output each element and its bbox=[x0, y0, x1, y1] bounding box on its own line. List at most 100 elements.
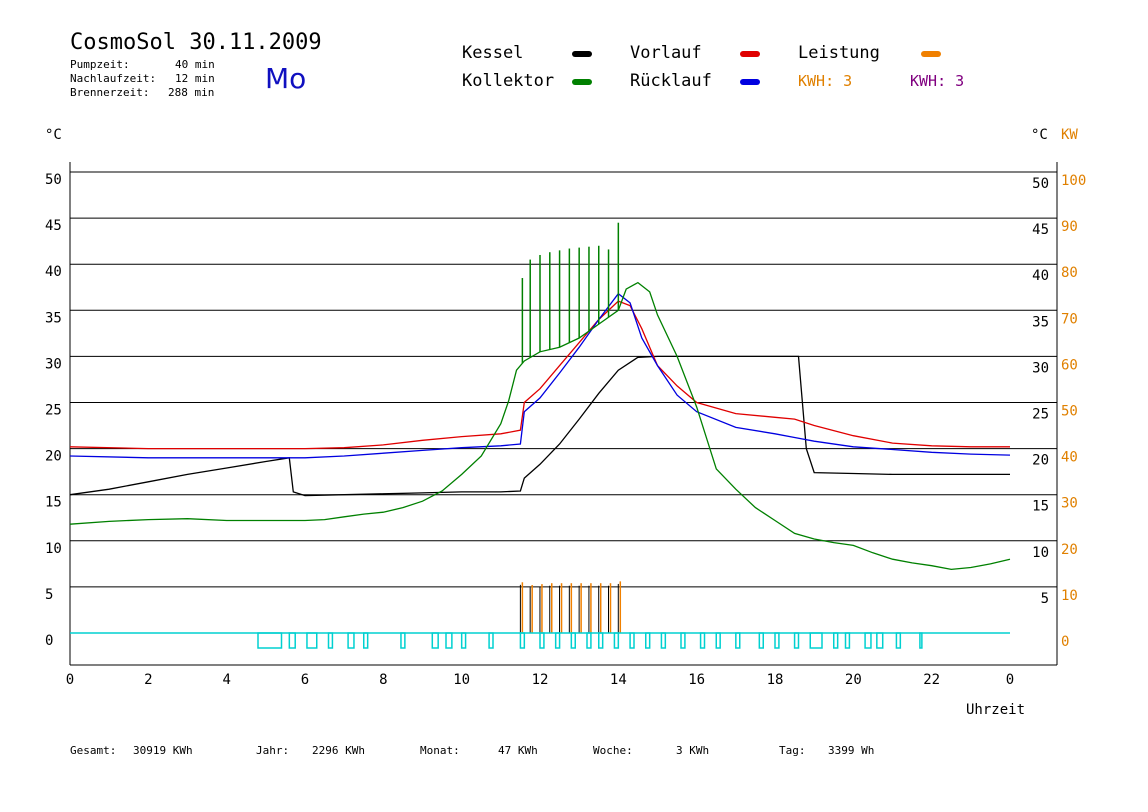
y-tick-label-right: 5 bbox=[1041, 591, 1049, 607]
pump-on-pulse bbox=[598, 632, 604, 649]
x-tick-label: 2 bbox=[144, 672, 152, 688]
x-tick-label: 10 bbox=[453, 672, 470, 688]
y-tick-label-left: 35 bbox=[45, 310, 62, 326]
x-tick-label: 4 bbox=[222, 672, 230, 688]
series-line-kessel bbox=[69, 355, 1010, 497]
pump-on-pulse bbox=[660, 632, 667, 649]
pump-on-pulse bbox=[833, 632, 839, 649]
y-tick-label-right: 35 bbox=[1032, 314, 1049, 330]
y-tick-label-right: 45 bbox=[1032, 222, 1049, 238]
x-tick-label: 6 bbox=[301, 672, 309, 688]
y2-tick-label: 10 bbox=[1061, 588, 1078, 604]
info-brennerzeit-label: Brennerzeit: bbox=[70, 86, 150, 99]
y-tick-label-left: 0 bbox=[45, 633, 53, 649]
info-nachlaufzeit-label: Nachlaufzeit: bbox=[70, 72, 157, 85]
y-tick-label-right: 25 bbox=[1032, 407, 1049, 423]
info-pumpzeit-label: Pumpzeit: bbox=[70, 58, 130, 71]
y-tick-label-right: 50 bbox=[1032, 176, 1049, 192]
y-right2-unit: KW bbox=[1061, 127, 1078, 143]
y2-tick-label: 90 bbox=[1061, 219, 1078, 235]
footer-woche-value: 3 KWh bbox=[676, 744, 710, 757]
footer-gesamt-value: 30919 KWh bbox=[133, 744, 193, 757]
pump-on-pulse bbox=[793, 632, 800, 649]
x-tick-label: 18 bbox=[767, 672, 784, 688]
footer-woche-label: Woche: bbox=[593, 744, 633, 757]
y2-tick-label: 80 bbox=[1061, 265, 1078, 281]
legend-swatch-kessel bbox=[572, 51, 592, 57]
pump-on-pulse bbox=[613, 632, 620, 649]
pump-on-pulse bbox=[876, 632, 884, 649]
x-tick-label: 0 bbox=[1006, 672, 1014, 688]
pump-on-pulse bbox=[895, 632, 902, 649]
pump-on-pulse bbox=[488, 632, 494, 649]
y2-tick-label: 60 bbox=[1061, 357, 1078, 373]
footer-tag-value: 3399 Wh bbox=[828, 744, 875, 757]
footer-monat-value: 47 KWh bbox=[498, 744, 538, 757]
pump-on-pulse bbox=[680, 632, 686, 649]
pump-on-pulse bbox=[431, 632, 439, 649]
pump-on-pulse bbox=[758, 632, 764, 649]
y-tick-label-left: 20 bbox=[45, 449, 62, 465]
footer-monat-label: Monat: bbox=[420, 744, 460, 757]
pump-on-pulse bbox=[699, 632, 706, 649]
x-tick-label: 16 bbox=[688, 672, 705, 688]
footer-jahr-value: 2296 KWh bbox=[312, 744, 365, 757]
x-tick-label: 12 bbox=[532, 672, 549, 688]
legend-swatch-ruecklauf bbox=[740, 79, 760, 85]
y-tick-label-left: 15 bbox=[45, 495, 62, 511]
pump-on-pulse bbox=[327, 632, 334, 649]
chart-title: CosmoSol 30.11.2009 bbox=[70, 30, 322, 55]
info-brennerzeit-value: 288 min bbox=[168, 86, 215, 99]
y-tick-label-left: 30 bbox=[45, 356, 62, 372]
y-tick-label-left: 45 bbox=[45, 218, 62, 234]
footer-gesamt-label: Gesamt: bbox=[70, 744, 117, 757]
kwh-secondary-label: KWH: 3 bbox=[910, 72, 965, 90]
pump-on-pulse bbox=[554, 632, 561, 649]
pump-on-pulse bbox=[844, 632, 851, 649]
pump-on-pulse bbox=[288, 632, 296, 649]
pump-on-pulse bbox=[735, 632, 741, 649]
pump-on-pulse bbox=[586, 632, 592, 649]
y2-tick-label: 100 bbox=[1061, 173, 1086, 189]
y-right-unit: °C bbox=[1031, 127, 1048, 143]
footer-jahr-label: Jahr: bbox=[256, 744, 290, 757]
pump-on-pulse bbox=[715, 632, 721, 649]
y2-tick-label: 30 bbox=[1061, 496, 1078, 512]
legend-label-ruecklauf: Rücklauf bbox=[630, 71, 712, 91]
pump-on-pulse bbox=[257, 632, 283, 649]
y-tick-label-left: 40 bbox=[45, 264, 62, 280]
legend-label-leistung: Leistung bbox=[798, 43, 880, 63]
pump-on-pulse bbox=[645, 632, 651, 649]
x-tick-label: 22 bbox=[923, 672, 940, 688]
y2-tick-label: 40 bbox=[1061, 450, 1078, 466]
y-tick-label-left: 50 bbox=[45, 172, 62, 188]
weekday-label: Mo bbox=[265, 62, 307, 95]
info-nachlaufzeit-value: 12 min bbox=[175, 72, 215, 85]
x-tick-label: 14 bbox=[610, 672, 627, 688]
pump-on-pulse bbox=[919, 632, 923, 649]
y2-tick-label: 20 bbox=[1061, 542, 1078, 558]
y-tick-label-left: 5 bbox=[45, 587, 53, 603]
y-tick-label-right: 15 bbox=[1032, 499, 1049, 515]
legend-label-kessel: Kessel bbox=[462, 43, 524, 63]
pump-on-pulse bbox=[809, 632, 823, 649]
legend-label-vorlauf: Vorlauf bbox=[630, 43, 702, 63]
x-axis-label: Uhrzeit bbox=[966, 702, 1026, 718]
pump-on-pulse bbox=[347, 632, 355, 649]
x-tick-label: 20 bbox=[845, 672, 862, 688]
kwh-leistung-label: KWH: 3 bbox=[798, 72, 853, 90]
info-pumpzeit-value: 40 min bbox=[175, 58, 215, 71]
y-tick-label-left: 25 bbox=[45, 403, 62, 419]
legend-swatch-kollektor bbox=[572, 79, 592, 85]
legend-label-kollektor: Kollektor bbox=[462, 71, 555, 91]
pump-on-pulse bbox=[629, 632, 635, 649]
legend-swatch-leistung bbox=[921, 51, 941, 57]
pump-on-pulse bbox=[519, 632, 526, 649]
x-tick-label: 0 bbox=[66, 672, 74, 688]
x-tick-label: 8 bbox=[379, 672, 387, 688]
pump-on-pulse bbox=[363, 632, 369, 649]
y-tick-label-right: 40 bbox=[1032, 268, 1049, 284]
pump-on-pulse bbox=[774, 632, 780, 649]
pump-on-pulse bbox=[460, 632, 467, 649]
